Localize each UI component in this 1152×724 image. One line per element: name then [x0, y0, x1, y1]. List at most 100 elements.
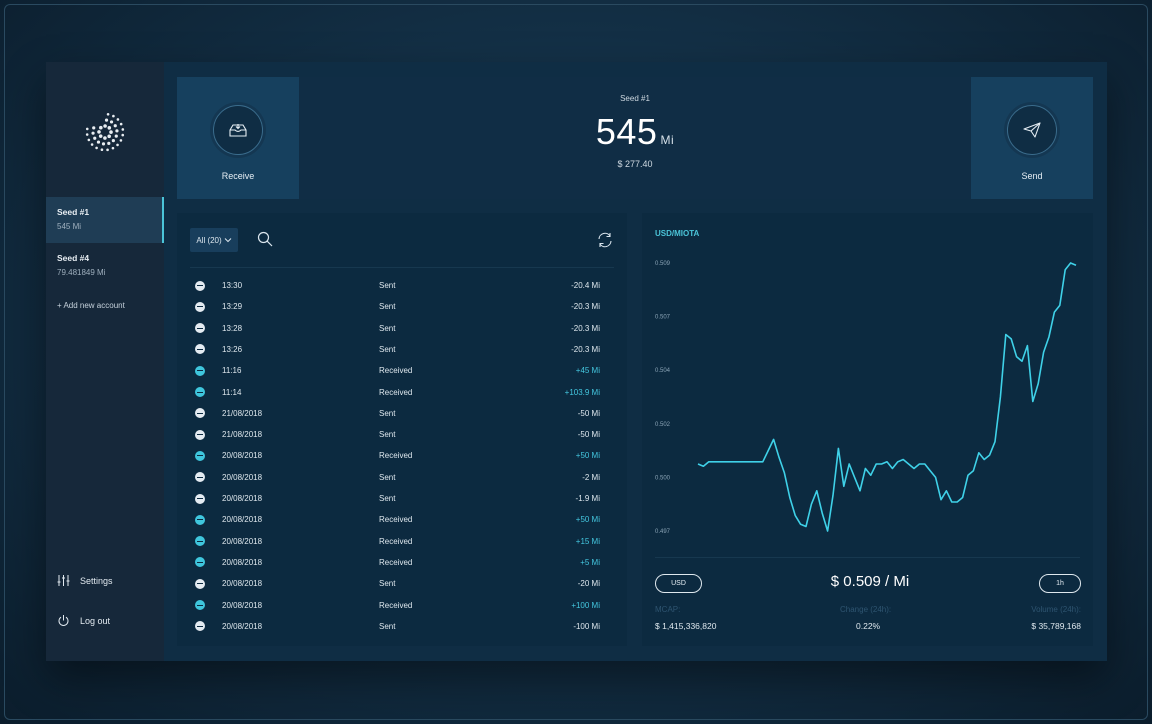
logo-dot [90, 143, 94, 146]
receive-button[interactable]: Receive [177, 77, 299, 199]
transaction-type: Received [379, 536, 413, 546]
transaction-row[interactable]: 20/08/2018 Received +50 Mi [190, 509, 614, 530]
transaction-amount: -20.4 Mi [571, 281, 600, 290]
account-balance: 545 Mi [57, 222, 82, 231]
add-account-link[interactable]: + Add new account [57, 301, 125, 310]
logo-dot [85, 133, 89, 136]
transaction-row[interactable]: 20/08/2018 Received +5 Mi [190, 552, 614, 573]
sent-icon [195, 408, 205, 419]
market-panel [642, 213, 1093, 646]
transaction-amount: -100 Mi [573, 621, 600, 631]
y-tick-label: 0.507 [655, 315, 671, 321]
logo-dot [97, 130, 101, 134]
y-tick-label: 0.500 [655, 475, 671, 481]
logo-dot [101, 142, 106, 146]
transaction-row[interactable]: 13:26 Sent -20.3 Mi [190, 339, 614, 360]
logo-dot [98, 134, 103, 138]
transaction-row[interactable]: 13:28 Sent -20.3 Mi [190, 318, 614, 339]
transaction-time: 13:30 [222, 281, 243, 290]
transaction-row[interactable]: 21/08/2018 Sent -50 Mi [190, 403, 614, 424]
logo-dot [100, 148, 104, 152]
transaction-row[interactable]: 13:29 Sent -20.3 Mi [190, 296, 614, 317]
received-icon [195, 387, 205, 397]
logo-dot [104, 118, 109, 122]
logo-dot [107, 141, 111, 145]
send-button[interactable]: Send [971, 77, 1093, 199]
sent-icon [195, 280, 205, 291]
received-icon [195, 514, 205, 525]
receive-circle [213, 105, 263, 155]
transaction-row[interactable]: 20/08/2018 Sent -100 Mi [190, 616, 614, 637]
sidebar-account-seed-4[interactable]: Seed #4 79.481849 Mi [46, 243, 164, 289]
logo-dot [96, 140, 101, 144]
inbox-icon [229, 124, 247, 137]
balance-value: 545 [595, 111, 658, 152]
transaction-row[interactable]: 11:14 Received +103.9 Mi [190, 382, 614, 403]
balance-unit: Mi [660, 133, 675, 147]
transaction-row[interactable]: 20/08/2018 Sent -2 Mi [190, 467, 614, 488]
transaction-row[interactable]: 20/08/2018 Received +100 Mi [190, 595, 614, 616]
transaction-time: 13:29 [222, 302, 243, 312]
chart-divider [655, 557, 1080, 558]
received-icon [195, 450, 205, 461]
logo-dot [95, 146, 98, 150]
transaction-row[interactable]: 11:16 Received +45 Mi [190, 360, 614, 381]
transaction-amount: -2 Mi [582, 472, 600, 482]
transaction-type: Sent [379, 472, 396, 482]
search-icon[interactable] [256, 230, 274, 248]
transaction-time: 20/08/2018 [222, 600, 263, 610]
transaction-type: Sent [379, 494, 396, 503]
account-name: Seed #4 [57, 253, 90, 263]
transaction-row[interactable]: 13:30 Sent -20.4 Mi [190, 275, 614, 296]
paper-plane-icon [1023, 122, 1041, 138]
transaction-time: 20/08/2018 [222, 494, 263, 503]
history-divider [190, 267, 614, 268]
logo-dot [119, 139, 123, 142]
y-tick-label: 0.497 [655, 529, 671, 535]
sent-icon [195, 621, 205, 632]
transaction-time: 20/08/2018 [222, 515, 263, 525]
transaction-amount: -20.3 Mi [571, 323, 600, 333]
logo-dot [91, 131, 95, 135]
logo-dot [92, 126, 96, 130]
transaction-amount: -1.9 Mi [575, 494, 600, 503]
transaction-amount: +15 Mi [575, 536, 600, 546]
transaction-time: 13:26 [222, 344, 243, 354]
logo-dot [114, 134, 118, 138]
chart-title: USD/MIOTA [655, 229, 700, 238]
current-seed-name: Seed #1 [620, 94, 650, 103]
logo-dot [103, 136, 107, 140]
received-icon [195, 536, 205, 547]
mcap-value: $ 1,415,336,820 [655, 621, 717, 631]
currency-toggle-button[interactable]: USD [655, 574, 702, 593]
logout-link[interactable]: Log out [57, 614, 110, 627]
logo-dot [85, 127, 89, 131]
transaction-type: Received [379, 451, 413, 461]
transaction-row[interactable]: 20/08/2018 Received +15 Mi [190, 531, 614, 552]
logo-dot [109, 120, 114, 124]
transaction-type: Received [379, 600, 413, 610]
transaction-row[interactable]: 20/08/2018 Received +50 Mi [190, 445, 614, 466]
transaction-type: Sent [379, 621, 396, 631]
transaction-row[interactable]: 21/08/2018 Sent -50 Mi [190, 424, 614, 445]
settings-link[interactable]: Settings [57, 574, 113, 587]
sent-icon [195, 344, 205, 355]
timeframe-toggle-button[interactable]: 1h [1039, 574, 1081, 593]
change-label: Change (24h): [840, 605, 892, 614]
iota-logo [85, 112, 125, 152]
filter-label: All (20) [196, 235, 222, 245]
transaction-time: 20/08/2018 [222, 621, 263, 631]
logo-dot [119, 122, 123, 126]
logo-dot [121, 133, 125, 137]
transaction-row[interactable]: 20/08/2018 Sent -20 Mi [190, 573, 614, 594]
history-filter-dropdown[interactable]: All (20) [190, 228, 238, 252]
sent-icon [195, 472, 205, 483]
refresh-icon[interactable] [596, 231, 614, 249]
transaction-amount: +5 Mi [580, 557, 600, 567]
sidebar-account-seed-1[interactable]: Seed #1 545 Mi [46, 197, 164, 243]
transaction-time: 20/08/2018 [222, 536, 263, 546]
transaction-row[interactable]: 20/08/2018 Sent -1.9 Mi [190, 488, 614, 509]
logout-label: Log out [80, 615, 111, 626]
logo-dot [116, 118, 120, 121]
market-price: $ 0.509 / Mi [830, 573, 910, 590]
